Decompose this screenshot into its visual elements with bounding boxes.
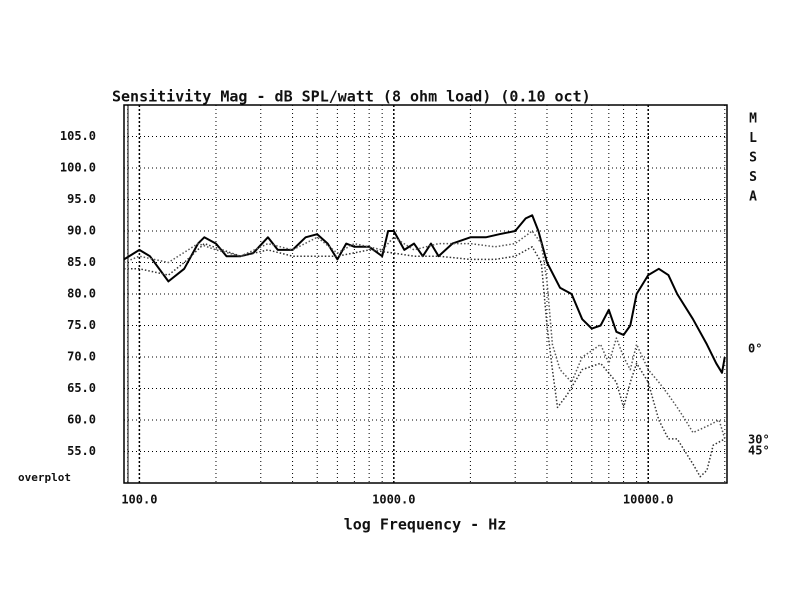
x-tick-label: 100.0 [121,493,157,507]
side-letter: S [749,170,757,185]
series-line [123,230,726,440]
y-tick-label: 55.0 [67,444,96,458]
x-tick-label: 10000.0 [623,493,674,507]
corner-label: overplot [18,471,71,484]
y-tick-label: 105.0 [60,129,96,143]
series-label: 0° [748,342,762,356]
side-letter: S [749,151,757,166]
y-tick-label: 70.0 [67,350,96,364]
y-tick-label: 75.0 [67,318,96,332]
side-letter: M [749,112,757,127]
y-tick-label: 100.0 [60,161,96,175]
series-label: 45° [748,443,770,457]
x-tick-label: 1000.0 [372,493,415,507]
chart-title: Sensitivity Mag - dB SPL/watt (8 ohm loa… [112,88,591,106]
series-label: 30° [748,432,770,446]
y-tick-label: 65.0 [67,381,96,395]
y-tick-label: 95.0 [67,192,96,206]
side-letter: A [749,190,757,205]
plot-frame [123,104,728,484]
y-tick-label: 80.0 [67,287,96,301]
y-tick-label: 60.0 [67,413,96,427]
side-letter: L [749,131,757,146]
x-axis-label: log Frequency - Hz [344,516,507,534]
y-tick-label: 85.0 [67,255,96,269]
y-tick-label: 90.0 [67,224,96,238]
series-line [123,214,726,374]
